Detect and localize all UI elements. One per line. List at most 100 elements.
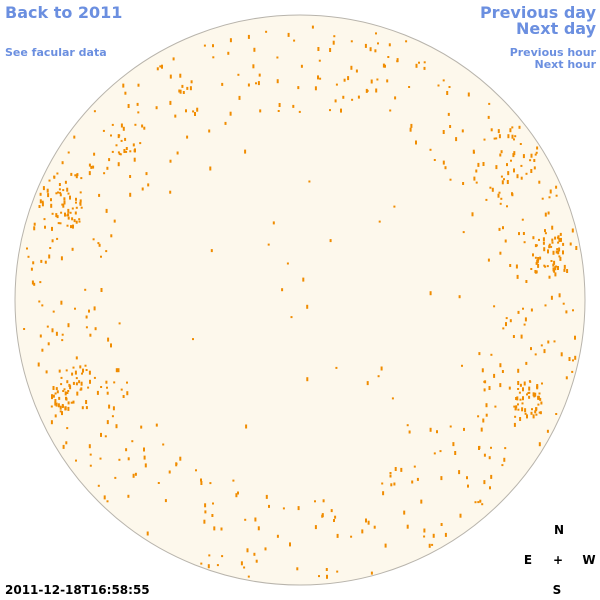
facular-point (106, 386, 108, 389)
facular-point (59, 191, 62, 194)
facular-point (74, 211, 77, 215)
facular-point (172, 57, 175, 61)
back-year-link[interactable]: Back to 2011 (5, 3, 122, 22)
facular-point (52, 386, 55, 390)
facular-point (515, 405, 518, 409)
facular-point (513, 168, 515, 173)
facular-point (560, 352, 563, 357)
previous-hour-link[interactable]: Previous hour (510, 46, 597, 59)
facular-point (97, 242, 100, 245)
facular-point (105, 250, 108, 253)
facular-point (333, 35, 336, 38)
facular-point (462, 182, 465, 185)
facular-point (133, 157, 136, 162)
facular-point (559, 256, 562, 261)
facular-point (369, 47, 372, 52)
facular-point (565, 376, 568, 380)
facular-point (296, 567, 299, 571)
facular-link[interactable]: See facular data (5, 46, 107, 59)
facular-point (532, 236, 535, 240)
facular-point (71, 207, 74, 210)
facular-point (394, 467, 397, 471)
facular-point (501, 464, 504, 467)
facular-point (562, 250, 564, 255)
facular-point (535, 270, 538, 274)
facular-point (106, 420, 109, 425)
facular-point (478, 352, 481, 356)
next-day-link[interactable]: Next day (516, 19, 597, 38)
facular-point (522, 396, 524, 401)
facular-point (276, 534, 279, 538)
facular-point (113, 381, 116, 384)
facular-point (449, 125, 452, 128)
facular-point (329, 48, 332, 52)
facular-point (482, 162, 485, 166)
facular-point (89, 333, 92, 337)
facular-point (558, 247, 561, 252)
next-hour-link[interactable]: Next hour (535, 58, 597, 71)
facular-point (333, 519, 335, 522)
facular-point (47, 193, 50, 198)
facular-point (575, 246, 578, 250)
facular-point (57, 191, 59, 194)
facular-point (70, 172, 73, 176)
facular-point (33, 222, 36, 226)
facular-point (532, 414, 535, 419)
facular-point (493, 373, 496, 378)
facular-point (220, 527, 223, 531)
facular-point (117, 151, 120, 154)
facular-point (235, 493, 238, 498)
facular-point (56, 172, 59, 175)
facular-point (108, 404, 111, 409)
facular-point (129, 175, 132, 178)
facular-point (549, 189, 552, 194)
facular-point (48, 179, 51, 182)
compass-east: E (524, 553, 532, 567)
facular-point (314, 86, 317, 91)
facular-point (340, 108, 342, 113)
facular-point (203, 519, 206, 524)
facular-point (110, 234, 113, 238)
facular-point (155, 423, 158, 427)
facular-point (555, 185, 558, 189)
facular-point (462, 231, 465, 234)
previous-day-link[interactable]: Previous day (480, 3, 597, 22)
facular-point (134, 472, 137, 476)
facular-point (302, 277, 305, 282)
facular-point (537, 263, 540, 268)
facular-point (60, 383, 63, 386)
facular-point (196, 107, 199, 112)
facular-point (213, 526, 216, 531)
facular-point (80, 381, 83, 386)
facular-point (420, 499, 423, 504)
facular-point (123, 149, 126, 153)
facular-point (75, 206, 78, 209)
facular-point (499, 251, 502, 255)
facular-point (378, 220, 381, 223)
facular-point (125, 150, 128, 153)
facular-point (557, 236, 559, 239)
facular-point (519, 417, 522, 421)
facular-point (461, 364, 463, 367)
facular-point (437, 84, 440, 87)
facular-point (373, 525, 376, 529)
facular-point (446, 91, 449, 95)
facular-point (70, 225, 72, 229)
facular-point (120, 388, 123, 391)
facular-point (521, 218, 524, 221)
facular-point (531, 408, 533, 411)
facular-point (523, 241, 526, 244)
facular-point (490, 353, 493, 356)
facular-point (55, 402, 58, 407)
facular-point (418, 61, 420, 64)
facular-point (211, 514, 214, 517)
facular-point (58, 183, 61, 186)
facular-point (318, 59, 321, 62)
facular-point (157, 482, 160, 484)
facular-point (325, 568, 328, 571)
facular-point (39, 334, 42, 338)
facular-point (477, 501, 480, 504)
facular-point (413, 465, 416, 468)
facular-point (571, 228, 574, 233)
facular-point (58, 396, 61, 400)
